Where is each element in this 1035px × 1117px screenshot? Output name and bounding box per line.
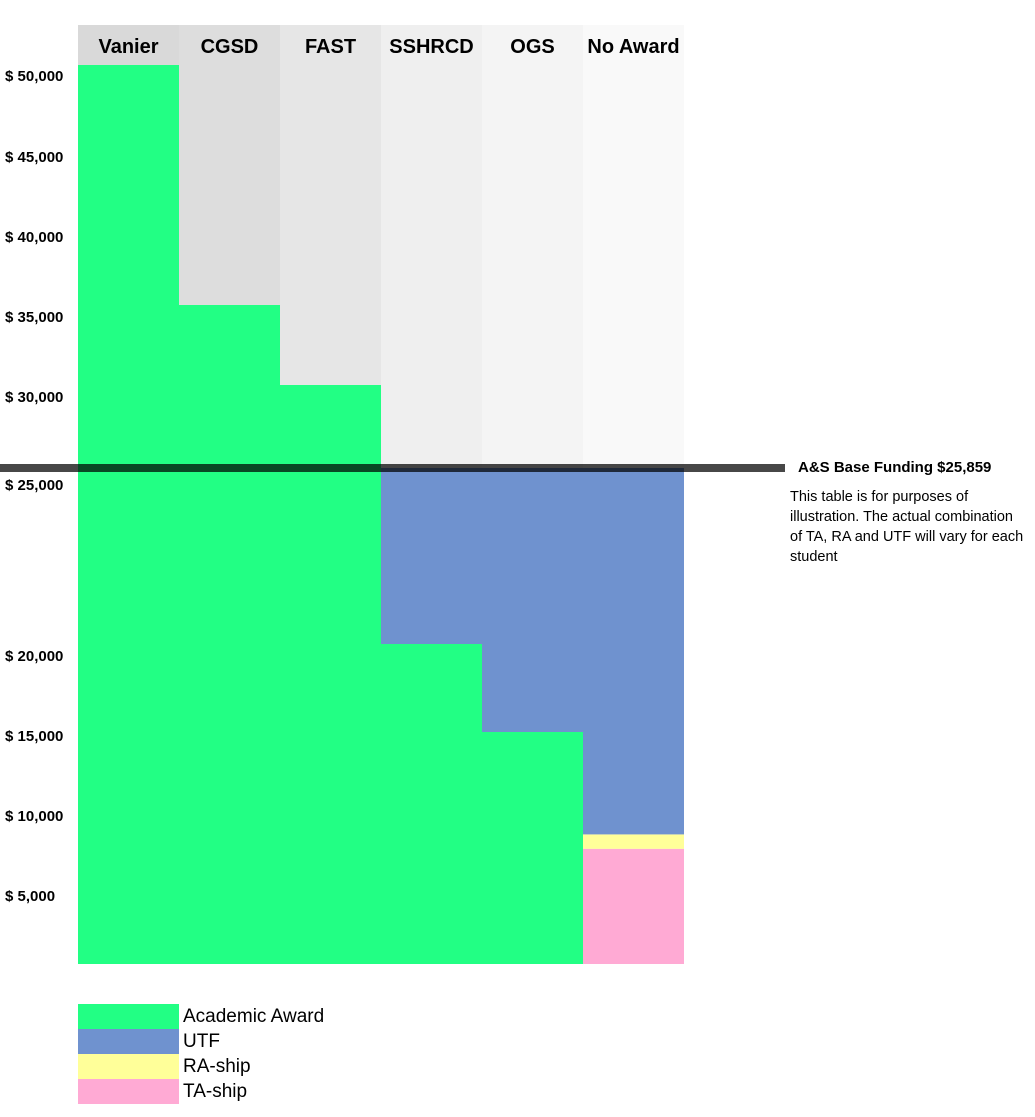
y-tick-label: $ 30,000 [5, 389, 63, 406]
column-header-ogs: OGS [510, 36, 554, 58]
y-tick-label: $ 20,000 [5, 648, 63, 665]
baseline-label: A&S Base Funding $25,859 [798, 459, 991, 476]
bar-ta-ship-no-award [583, 848, 684, 964]
column-header-sshrcd: SSHRCD [389, 36, 473, 58]
bar-academic-award-vanier [78, 65, 179, 964]
legend-label-ra-ship: RA-ship [183, 1056, 251, 1077]
bar-utf-sshrcd [381, 468, 482, 644]
illustration-note: This table is for purposes of illustrati… [790, 489, 1024, 565]
legend-label-ta-ship: TA-ship [183, 1081, 248, 1102]
bar-ra-ship-no-award [583, 834, 684, 849]
bar-utf-no-award [583, 468, 684, 835]
bar-academic-award-sshrcd [381, 644, 482, 964]
bar-academic-award-cgsd [179, 305, 280, 964]
bar-utf-ogs [482, 468, 583, 732]
y-tick-label: $ 10,000 [5, 808, 63, 825]
legend-label-academic-award: Academic Award [183, 1006, 325, 1027]
y-tick-label: $ 35,000 [5, 309, 63, 326]
legend-swatch-academic-award [78, 1004, 179, 1029]
column-header-no-award: No Award [587, 36, 679, 58]
column-header-vanier: Vanier [98, 36, 158, 58]
legend-swatch-utf [78, 1029, 179, 1054]
bar-academic-award-ogs [482, 732, 583, 964]
baseline-line [0, 464, 785, 472]
legend-item-ra-ship: RA-ship [78, 1054, 324, 1079]
legend-swatch-ra-ship [78, 1054, 179, 1079]
y-tick-label: $ 5,000 [5, 888, 55, 905]
legend-item-academic-award: Academic Award [78, 1004, 324, 1029]
y-tick-label: $ 25,000 [5, 477, 63, 494]
legend: Academic Award UTF RA-ship TA-ship [78, 1004, 324, 1104]
legend-item-utf: UTF [78, 1029, 324, 1054]
legend-item-ta-ship: TA-ship [78, 1079, 324, 1104]
y-tick-label: $ 45,000 [5, 149, 63, 166]
y-tick-label: $ 15,000 [5, 728, 63, 745]
legend-label-utf: UTF [183, 1031, 220, 1052]
column-header-cgsd: CGSD [201, 36, 259, 58]
y-tick-label: $ 50,000 [5, 68, 63, 85]
bar-academic-award-fast [280, 385, 381, 964]
legend-swatch-ta-ship [78, 1079, 179, 1104]
column-header-fast: FAST [305, 36, 356, 58]
y-tick-label: $ 40,000 [5, 229, 63, 246]
